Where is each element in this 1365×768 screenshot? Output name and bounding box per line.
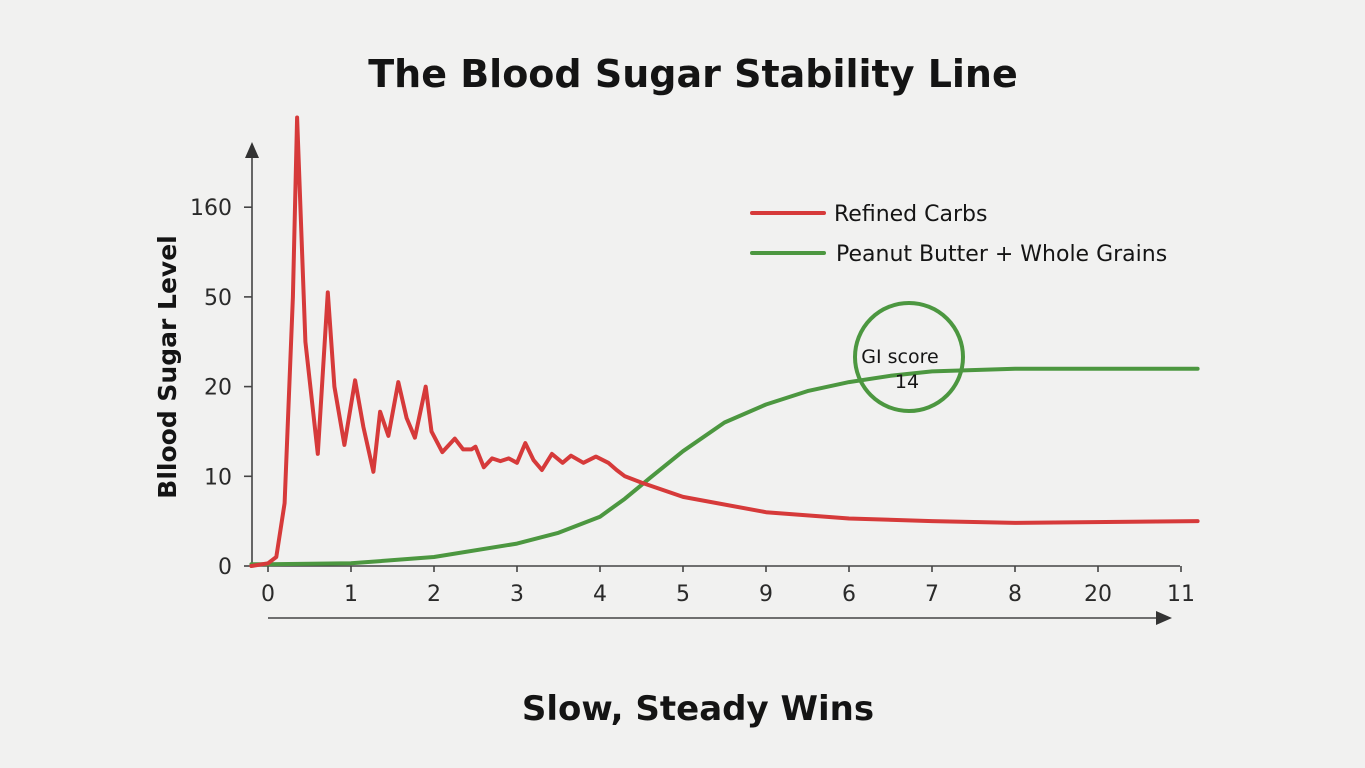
x-tick-label: 3: [510, 582, 524, 607]
legend: Refined Carbs Peanut Butter + Whole Grai…: [750, 202, 1167, 267]
series-layer: [249, 115, 1200, 568]
x-tick-label: 1: [344, 582, 358, 607]
y-tick-label: 10: [204, 465, 232, 490]
y-tick-label: 20: [204, 376, 232, 401]
x-tick-label: 7: [925, 582, 939, 607]
gi-score-label: GI score: [861, 346, 938, 368]
x-axis-label: Slow, Steady Wins: [522, 689, 874, 729]
x-tick-label: 11: [1167, 582, 1195, 607]
x-tick-label: 2: [427, 582, 441, 607]
series-line-refined-carbs: [249, 115, 1200, 568]
y-tick-label: 50: [204, 286, 232, 311]
x-tick-label: 8: [1008, 582, 1022, 607]
x-axis-arrow-icon: [1156, 611, 1172, 625]
x-tick-label: 4: [593, 582, 607, 607]
y-tick-label: 0: [218, 555, 232, 580]
chart-title: The Blood Sugar Stability Line: [368, 52, 1018, 96]
series-line-peanut-butter: [249, 366, 1200, 567]
x-tick-label: 9: [759, 582, 773, 607]
gi-score-circle: [853, 301, 965, 413]
x-tick-label: 20: [1084, 582, 1112, 607]
y-axis: 0 10 20 50 160: [190, 142, 259, 580]
y-tick-label: 160: [190, 196, 232, 221]
x-tick-label: 6: [842, 582, 856, 607]
legend-label-refined-carbs: Refined Carbs: [834, 202, 987, 227]
x-axis: 0 1 2 3 4 5 9 6 7 8 20 11: [252, 565, 1195, 625]
x-tick-label: 0: [261, 582, 275, 607]
gi-score-annotation: GI score 14: [853, 301, 965, 413]
y-axis-arrow-icon: [245, 142, 259, 158]
legend-label-peanut-butter: Peanut Butter + Whole Grains: [836, 242, 1167, 267]
x-tick-label: 5: [676, 582, 690, 607]
gi-score-value: 14: [895, 371, 919, 393]
y-axis-label: Bllood Sugar Level: [153, 235, 182, 498]
